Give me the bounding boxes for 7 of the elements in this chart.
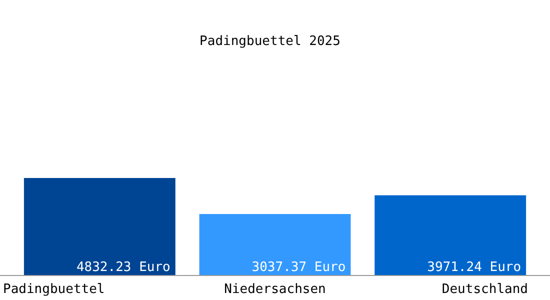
chart-title: Padingbuettel 2025 bbox=[200, 34, 340, 49]
x-tick-label: Deutschland bbox=[442, 282, 528, 297]
data-label: 3037.37 Euro bbox=[252, 260, 346, 275]
data-label: 3971.24 Euro bbox=[427, 260, 522, 275]
x-tick-label: Niedersachsen bbox=[224, 282, 326, 297]
x-tick-label: Padingbuettel bbox=[3, 282, 105, 297]
data-label: 4832.23 Euro bbox=[76, 260, 170, 275]
